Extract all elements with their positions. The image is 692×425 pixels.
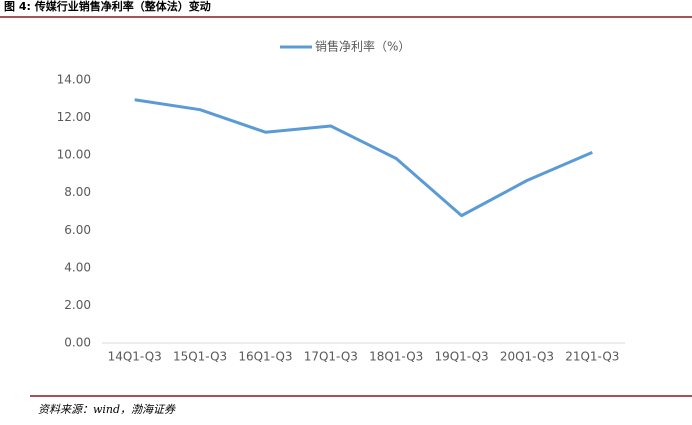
- x-tick-label: 17Q1-Q3: [304, 350, 358, 364]
- x-tick-label: 20Q1-Q3: [500, 350, 554, 364]
- chart-title: 图 4: 传媒行业销售净利率（整体法）变动: [4, 0, 211, 13]
- y-tick-label: 14.00: [57, 73, 91, 87]
- y-tick-label: 6.00: [64, 223, 91, 237]
- y-tick-label: 10.00: [57, 148, 91, 162]
- x-tick-label: 14Q1-Q3: [108, 350, 162, 364]
- x-tick-label: 19Q1-Q3: [434, 350, 488, 364]
- y-tick-label: 4.00: [64, 260, 91, 274]
- y-tick-label: 0.00: [64, 336, 91, 350]
- y-tick-label: 2.00: [64, 298, 91, 312]
- x-tick-label: 18Q1-Q3: [369, 350, 423, 364]
- source-note: 资料来源：wind，渤海证券: [38, 403, 176, 416]
- x-tick-label: 21Q1-Q3: [565, 350, 619, 364]
- legend-label: 销售净利率（%）: [315, 39, 410, 54]
- x-tick-label: 15Q1-Q3: [173, 350, 227, 364]
- y-tick-label: 12.00: [57, 110, 91, 124]
- x-tick-label: 16Q1-Q3: [238, 350, 292, 364]
- data-line: [134, 98, 593, 218]
- y-tick-label: 8.00: [64, 185, 91, 199]
